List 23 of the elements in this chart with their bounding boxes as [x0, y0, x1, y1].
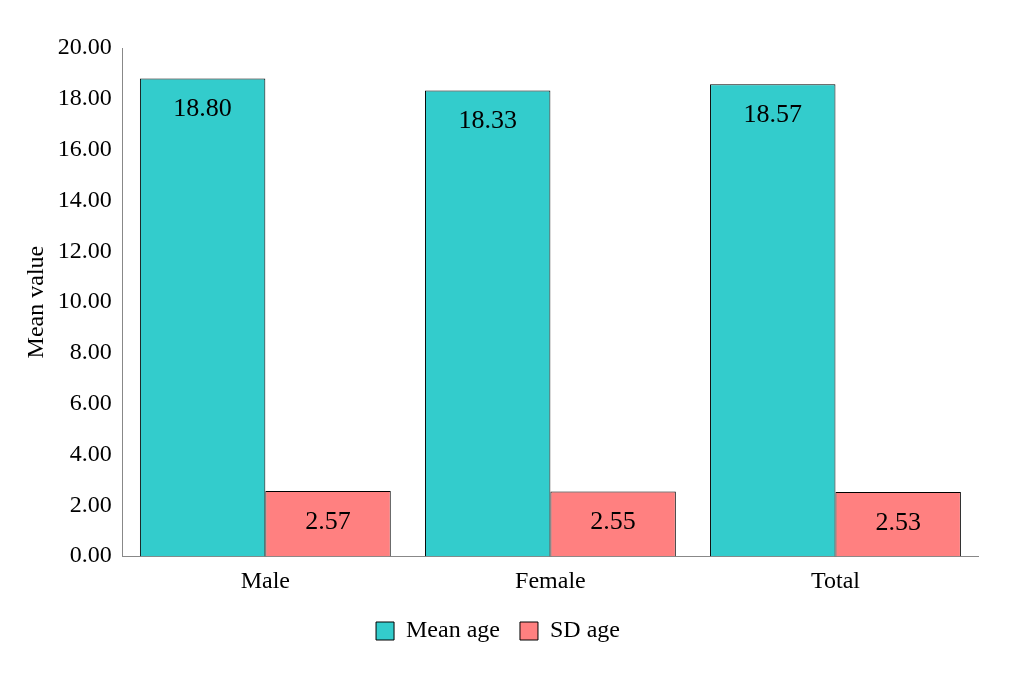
y-tick-label: 2.00	[69, 490, 112, 517]
legend-label: Mean age	[406, 616, 500, 643]
y-tick-label: 12.00	[57, 236, 112, 263]
data-label: 2.55	[590, 506, 636, 536]
data-label: 18.57	[743, 99, 802, 129]
legend-label: SD age	[549, 616, 620, 643]
y-tick-label: 16.00	[57, 134, 112, 161]
y-tick-label: 20.00	[57, 33, 112, 60]
data-label: 2.57	[305, 505, 351, 535]
y-tick-label: 18.00	[57, 84, 112, 111]
data-label: 18.33	[458, 105, 517, 135]
x-tick-label: Total	[810, 566, 861, 593]
y-tick-label: 6.00	[69, 389, 112, 416]
x-tick-label: Male	[240, 566, 290, 593]
y-axis-title: Mean value	[21, 245, 48, 359]
y-tick-label: 4.00	[69, 439, 112, 466]
y-tick-label: 8.00	[69, 338, 112, 365]
data-label: 18.80	[173, 93, 232, 123]
y-tick-label: 10.00	[57, 287, 112, 314]
x-tick-label: Female	[515, 566, 586, 593]
y-tick-label: 0.00	[69, 541, 112, 568]
data-label: 2.53	[875, 506, 921, 536]
y-tick-label: 14.00	[57, 185, 112, 212]
